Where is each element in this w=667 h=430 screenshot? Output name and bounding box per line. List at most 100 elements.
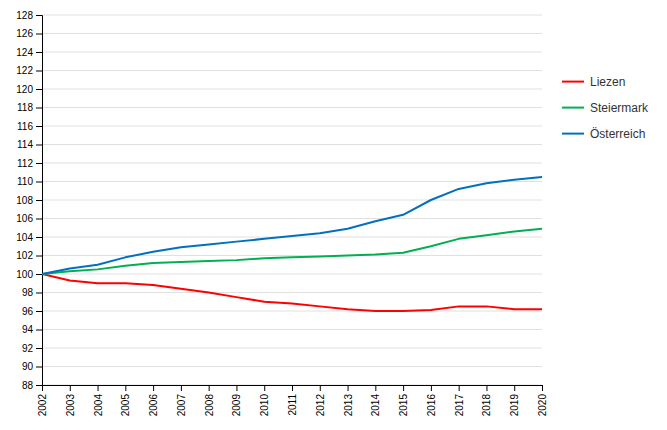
tick-mark — [36, 293, 42, 294]
grid-line — [42, 89, 542, 90]
axis-line — [43, 386, 543, 392]
tick-mark — [36, 182, 42, 183]
tick-mark — [36, 145, 42, 146]
tick-label: 2020 — [537, 394, 548, 417]
tick: 2017 — [454, 385, 465, 416]
legend-item: Steiermark — [562, 101, 649, 115]
legend-swatch — [562, 107, 584, 109]
tick: 2012 — [315, 385, 326, 416]
tick-mark — [36, 89, 42, 90]
tick-label: 2015 — [398, 394, 409, 417]
x-axis: 2002200320042005200620072008200920102011… — [37, 385, 548, 416]
series-line — [42, 177, 542, 274]
legend-label: Liezen — [590, 75, 625, 89]
tick-mark — [431, 385, 432, 391]
tick-label: 106 — [16, 213, 33, 224]
tick-mark — [36, 126, 42, 127]
tick-mark — [36, 71, 42, 72]
tick: 2008 — [204, 385, 215, 416]
grid-line — [42, 348, 542, 349]
tick-label: 2006 — [148, 394, 159, 417]
tick-mark — [36, 163, 42, 164]
tick-label: 116 — [17, 121, 33, 132]
tick-label: 120 — [16, 84, 33, 95]
tick-mark — [36, 385, 42, 386]
tick-mark — [542, 385, 543, 391]
tick-mark — [36, 274, 42, 275]
tick-label: 2008 — [204, 394, 215, 417]
tick-label: 104 — [16, 232, 33, 243]
tick-label: 2009 — [231, 394, 242, 417]
axis-line — [36, 16, 43, 386]
tick-mark — [36, 15, 42, 16]
tick: 128 — [16, 10, 42, 21]
grid-line — [42, 181, 542, 182]
tick-label: 114 — [17, 139, 33, 150]
grid-line — [42, 292, 542, 293]
tick-mark — [181, 385, 182, 391]
tick-label: 112 — [17, 158, 33, 169]
tick-mark — [36, 237, 42, 238]
tick-mark — [36, 34, 42, 35]
tick: 2002 — [37, 385, 48, 416]
tick-label: 94 — [22, 324, 34, 335]
tick: 2006 — [148, 385, 159, 416]
tick: 2015 — [398, 385, 409, 416]
grid-line — [42, 274, 542, 275]
tick-mark — [36, 330, 42, 331]
tick-mark — [375, 385, 376, 391]
tick: 100 — [16, 269, 42, 280]
legend-swatch — [562, 133, 584, 135]
tick-mark — [236, 385, 237, 391]
tick-label: 90 — [22, 361, 34, 372]
tick-mark — [36, 348, 42, 349]
tick-mark — [42, 385, 43, 391]
tick-label: 2017 — [454, 394, 465, 417]
tick-mark — [36, 311, 42, 312]
tick-label: 124 — [16, 47, 33, 58]
tick-label: 2011 — [287, 394, 298, 416]
y-axis: 8890929496981001021041061081101121141161… — [16, 10, 42, 391]
tick-label: 2007 — [176, 394, 187, 417]
tick-label: 2019 — [509, 394, 520, 417]
tick-label: 110 — [17, 176, 33, 187]
tick-label: 2016 — [426, 394, 437, 417]
tick-mark — [348, 385, 349, 391]
tick-label: 92 — [22, 343, 34, 354]
tick: 118 — [17, 102, 42, 113]
tick-mark — [264, 385, 265, 391]
tick: 114 — [17, 139, 42, 150]
tick-label: 2010 — [259, 394, 270, 417]
tick: 2003 — [65, 385, 76, 416]
tick: 108 — [16, 195, 42, 206]
tick: 2011 — [287, 385, 298, 416]
tick-mark — [36, 219, 42, 220]
tick: 2010 — [259, 385, 270, 416]
tick-mark — [98, 385, 99, 391]
grid-line — [42, 144, 542, 145]
legend: Liezen Steiermark Österreich — [562, 75, 649, 141]
legend-label: Österreich — [590, 127, 645, 141]
tick: 112 — [17, 158, 42, 169]
tick: 122 — [16, 65, 42, 76]
tick: 2019 — [509, 385, 520, 416]
grid-line — [42, 70, 542, 71]
grid-line — [42, 52, 542, 53]
tick-label: 122 — [16, 65, 33, 76]
grid-line — [42, 33, 542, 34]
tick-mark — [403, 385, 404, 391]
tick: 2014 — [370, 385, 381, 416]
tick-label: 126 — [16, 28, 33, 39]
tick: 2018 — [481, 385, 492, 416]
grid-line — [42, 255, 542, 256]
tick-label: 2012 — [315, 394, 326, 417]
tick-mark — [514, 385, 515, 391]
tick: 116 — [17, 121, 42, 132]
tick: 96 — [22, 306, 42, 317]
grid-line — [42, 329, 542, 330]
tick-label: 2018 — [481, 394, 492, 417]
tick-mark — [459, 385, 460, 391]
tick: 110 — [17, 176, 42, 187]
tick: 2005 — [120, 385, 131, 416]
tick-mark — [486, 385, 487, 391]
